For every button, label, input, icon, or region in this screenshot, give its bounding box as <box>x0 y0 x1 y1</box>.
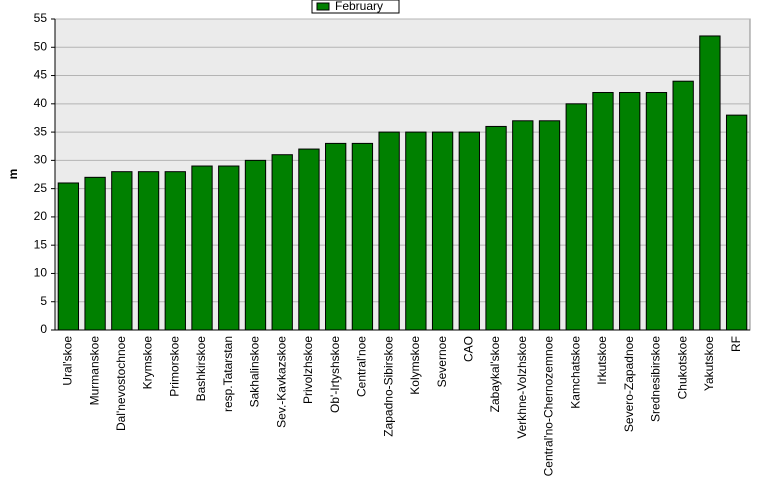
y-tick-label: 15 <box>34 237 48 251</box>
x-tick-label: Kamchatskoe <box>568 336 582 409</box>
bar <box>405 131 427 331</box>
x-tick-label: Central'noe <box>355 336 369 397</box>
y-tick-label: 5 <box>40 294 47 308</box>
legend-label: February <box>335 0 383 13</box>
bar <box>137 171 160 331</box>
y-tick-label: 50 <box>34 39 48 53</box>
x-tick-label: Sev.-Kavkazskoe <box>274 336 288 428</box>
x-tick-label: Yakutskoe <box>702 336 716 391</box>
x-tick-label: Murmanskoe <box>87 336 101 406</box>
x-tick-label: Ural'skoe <box>61 336 75 386</box>
x-tick-label: Zapadno-Sibirskoe <box>381 336 395 437</box>
y-tick-label: 20 <box>34 209 48 223</box>
x-tick-label: Severo-Zapadnoe <box>622 336 636 432</box>
x-tick-label: Chukotskoe <box>675 336 689 400</box>
x-tick-label: CAO <box>461 336 475 362</box>
y-tick-label: 25 <box>34 181 48 195</box>
legend-swatch <box>316 2 330 11</box>
bar <box>672 80 694 331</box>
bar <box>164 171 186 331</box>
bar <box>699 35 721 331</box>
bar <box>111 171 133 331</box>
bar <box>57 182 80 331</box>
bar <box>298 148 320 331</box>
bar <box>191 165 213 331</box>
bar <box>458 131 480 331</box>
x-tick-label: Kolymskoe <box>408 336 422 395</box>
x-tick-label: Dal'nevostochnoe <box>114 336 128 431</box>
x-tick-label: Irkutskoe <box>595 336 609 385</box>
bar <box>645 92 668 331</box>
x-tick-label: Bashkirskoe <box>194 336 208 402</box>
x-tick-label: RF <box>729 336 743 352</box>
y-tick-label: 35 <box>34 124 48 138</box>
bar <box>725 114 748 331</box>
bar <box>218 165 240 331</box>
x-tick-label: Primorskoe <box>167 336 181 397</box>
bar <box>84 176 106 331</box>
x-tick-label: Central'no-Chernozemnoe <box>542 336 556 477</box>
x-tick-label: Privolzhskoe <box>301 336 315 404</box>
x-tick-label: Verkhne-Volzhskoe <box>515 336 529 439</box>
y-tick-label: 0 <box>40 322 47 336</box>
bar <box>485 125 507 331</box>
bar <box>271 154 293 331</box>
bar <box>325 142 347 331</box>
x-tick-label: Sakhalinskoe <box>248 336 262 408</box>
bar <box>351 142 374 331</box>
x-tick-label: Severnoe <box>435 336 449 388</box>
y-axis-label: m <box>6 169 20 180</box>
bar <box>538 120 561 331</box>
y-tick-label: 55 <box>34 11 48 25</box>
x-tick-label: Zabaykal'skoe <box>488 336 502 413</box>
x-tick-label: Ob'-Irtyshskoe <box>328 336 342 413</box>
bar <box>592 92 614 331</box>
bar <box>565 103 587 331</box>
y-tick-label: 30 <box>34 153 48 167</box>
bar <box>378 131 400 331</box>
bar <box>244 159 267 331</box>
y-tick-label: 45 <box>34 68 48 82</box>
bar <box>512 120 534 331</box>
x-tick-label: Srednesibirskoe <box>649 336 663 422</box>
bar <box>431 131 454 331</box>
x-tick-label: resp.Tatarstan <box>221 336 235 412</box>
plot-area <box>54 18 751 331</box>
x-tick-label: Krymskoe <box>141 336 155 390</box>
bar <box>619 92 641 331</box>
y-tick-label: 40 <box>34 96 48 110</box>
legend-box <box>311 0 400 14</box>
y-tick-label: 10 <box>34 266 48 280</box>
